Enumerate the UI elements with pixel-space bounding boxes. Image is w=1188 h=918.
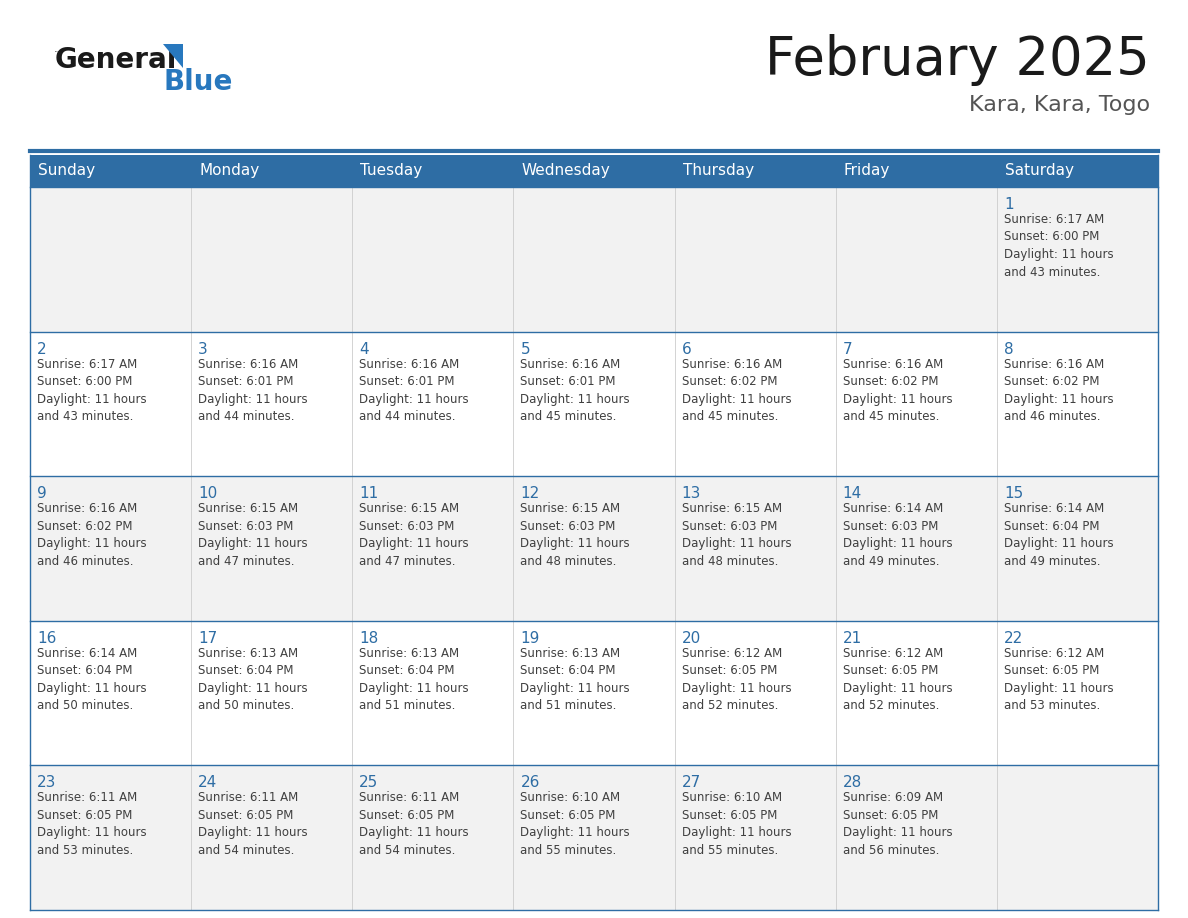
Text: Blue: Blue [163,68,233,96]
Text: 7: 7 [842,341,852,356]
Text: 2: 2 [37,341,46,356]
Text: 1: 1 [1004,197,1013,212]
Text: 5: 5 [520,341,530,356]
Text: 8: 8 [1004,341,1013,356]
Text: 9: 9 [37,487,46,501]
Text: Sunrise: 6:17 AM
Sunset: 6:00 PM
Daylight: 11 hours
and 43 minutes.: Sunrise: 6:17 AM Sunset: 6:00 PM Dayligh… [37,358,146,423]
Text: Sunrise: 6:15 AM
Sunset: 6:03 PM
Daylight: 11 hours
and 47 minutes.: Sunrise: 6:15 AM Sunset: 6:03 PM Dayligh… [198,502,308,567]
Text: Kara, Kara, Togo: Kara, Kara, Togo [969,95,1150,115]
Text: Monday: Monday [200,163,259,178]
Text: February 2025: February 2025 [765,34,1150,86]
Text: Sunrise: 6:12 AM
Sunset: 6:05 PM
Daylight: 11 hours
and 52 minutes.: Sunrise: 6:12 AM Sunset: 6:05 PM Dayligh… [682,647,791,712]
Text: 15: 15 [1004,487,1023,501]
Text: Sunrise: 6:14 AM
Sunset: 6:04 PM
Daylight: 11 hours
and 49 minutes.: Sunrise: 6:14 AM Sunset: 6:04 PM Dayligh… [1004,502,1113,567]
Text: Sunrise: 6:16 AM
Sunset: 6:01 PM
Daylight: 11 hours
and 44 minutes.: Sunrise: 6:16 AM Sunset: 6:01 PM Dayligh… [198,358,308,423]
Text: 26: 26 [520,776,539,790]
Text: #1a1a1a: #1a1a1a [55,51,62,52]
Polygon shape [163,44,183,68]
Bar [30,766,1158,910]
Text: Tuesday: Tuesday [360,163,423,178]
Text: Sunrise: 6:13 AM
Sunset: 6:04 PM
Daylight: 11 hours
and 51 minutes.: Sunrise: 6:13 AM Sunset: 6:04 PM Dayligh… [520,647,630,712]
Text: 17: 17 [198,631,217,645]
Text: Sunrise: 6:11 AM
Sunset: 6:05 PM
Daylight: 11 hours
and 54 minutes.: Sunrise: 6:11 AM Sunset: 6:05 PM Dayligh… [359,791,469,856]
Text: Sunrise: 6:13 AM
Sunset: 6:04 PM
Daylight: 11 hours
and 51 minutes.: Sunrise: 6:13 AM Sunset: 6:04 PM Dayligh… [359,647,469,712]
Text: Sunrise: 6:12 AM
Sunset: 6:05 PM
Daylight: 11 hours
and 53 minutes.: Sunrise: 6:12 AM Sunset: 6:05 PM Dayligh… [1004,647,1113,712]
Text: 14: 14 [842,487,862,501]
Bar [30,331,1158,476]
Bar [30,155,1158,187]
Text: 10: 10 [198,487,217,501]
Text: 6: 6 [682,341,691,356]
Text: Sunrise: 6:16 AM
Sunset: 6:02 PM
Daylight: 11 hours
and 46 minutes.: Sunrise: 6:16 AM Sunset: 6:02 PM Dayligh… [1004,358,1113,423]
Text: 16: 16 [37,631,56,645]
Text: Sunrise: 6:17 AM
Sunset: 6:00 PM
Daylight: 11 hours
and 43 minutes.: Sunrise: 6:17 AM Sunset: 6:00 PM Dayligh… [1004,213,1113,278]
Text: Sunday: Sunday [38,163,95,178]
Text: Sunrise: 6:15 AM
Sunset: 6:03 PM
Daylight: 11 hours
and 48 minutes.: Sunrise: 6:15 AM Sunset: 6:03 PM Dayligh… [682,502,791,567]
Text: 13: 13 [682,487,701,501]
Text: Thursday: Thursday [683,163,753,178]
Text: General: General [55,46,177,74]
Text: Sunrise: 6:14 AM
Sunset: 6:03 PM
Daylight: 11 hours
and 49 minutes.: Sunrise: 6:14 AM Sunset: 6:03 PM Dayligh… [842,502,953,567]
Text: Saturday: Saturday [1005,163,1074,178]
Text: 19: 19 [520,631,539,645]
Text: 25: 25 [359,776,379,790]
Bar [30,621,1158,766]
Text: 27: 27 [682,776,701,790]
Text: Sunrise: 6:10 AM
Sunset: 6:05 PM
Daylight: 11 hours
and 55 minutes.: Sunrise: 6:10 AM Sunset: 6:05 PM Dayligh… [520,791,630,856]
Text: Friday: Friday [843,163,890,178]
Text: 4: 4 [359,341,369,356]
Text: Wednesday: Wednesday [522,163,611,178]
Text: Sunrise: 6:15 AM
Sunset: 6:03 PM
Daylight: 11 hours
and 48 minutes.: Sunrise: 6:15 AM Sunset: 6:03 PM Dayligh… [520,502,630,567]
Text: Sunrise: 6:10 AM
Sunset: 6:05 PM
Daylight: 11 hours
and 55 minutes.: Sunrise: 6:10 AM Sunset: 6:05 PM Dayligh… [682,791,791,856]
Text: Sunrise: 6:12 AM
Sunset: 6:05 PM
Daylight: 11 hours
and 52 minutes.: Sunrise: 6:12 AM Sunset: 6:05 PM Dayligh… [842,647,953,712]
Text: Sunrise: 6:11 AM
Sunset: 6:05 PM
Daylight: 11 hours
and 54 minutes.: Sunrise: 6:11 AM Sunset: 6:05 PM Dayligh… [198,791,308,856]
Text: 22: 22 [1004,631,1023,645]
Text: 12: 12 [520,487,539,501]
Text: Sunrise: 6:09 AM
Sunset: 6:05 PM
Daylight: 11 hours
and 56 minutes.: Sunrise: 6:09 AM Sunset: 6:05 PM Dayligh… [842,791,953,856]
Bar [30,187,1158,331]
Text: Sunrise: 6:11 AM
Sunset: 6:05 PM
Daylight: 11 hours
and 53 minutes.: Sunrise: 6:11 AM Sunset: 6:05 PM Dayligh… [37,791,146,856]
Text: 11: 11 [359,487,379,501]
Text: Sunrise: 6:16 AM
Sunset: 6:01 PM
Daylight: 11 hours
and 45 minutes.: Sunrise: 6:16 AM Sunset: 6:01 PM Dayligh… [520,358,630,423]
Text: Sunrise: 6:14 AM
Sunset: 6:04 PM
Daylight: 11 hours
and 50 minutes.: Sunrise: 6:14 AM Sunset: 6:04 PM Dayligh… [37,647,146,712]
Text: 20: 20 [682,631,701,645]
Bar [30,476,1158,621]
Text: 23: 23 [37,776,56,790]
Text: 18: 18 [359,631,379,645]
Text: 3: 3 [198,341,208,356]
Text: 21: 21 [842,631,862,645]
Text: Sunrise: 6:13 AM
Sunset: 6:04 PM
Daylight: 11 hours
and 50 minutes.: Sunrise: 6:13 AM Sunset: 6:04 PM Dayligh… [198,647,308,712]
Text: 28: 28 [842,776,862,790]
Text: Sunrise: 6:16 AM
Sunset: 6:02 PM
Daylight: 11 hours
and 45 minutes.: Sunrise: 6:16 AM Sunset: 6:02 PM Dayligh… [682,358,791,423]
Text: Sunrise: 6:15 AM
Sunset: 6:03 PM
Daylight: 11 hours
and 47 minutes.: Sunrise: 6:15 AM Sunset: 6:03 PM Dayligh… [359,502,469,567]
Text: 24: 24 [198,776,217,790]
Text: Sunrise: 6:16 AM
Sunset: 6:02 PM
Daylight: 11 hours
and 46 minutes.: Sunrise: 6:16 AM Sunset: 6:02 PM Dayligh… [37,502,146,567]
Text: Sunrise: 6:16 AM
Sunset: 6:01 PM
Daylight: 11 hours
and 44 minutes.: Sunrise: 6:16 AM Sunset: 6:01 PM Dayligh… [359,358,469,423]
Text: Sunrise: 6:16 AM
Sunset: 6:02 PM
Daylight: 11 hours
and 45 minutes.: Sunrise: 6:16 AM Sunset: 6:02 PM Dayligh… [842,358,953,423]
